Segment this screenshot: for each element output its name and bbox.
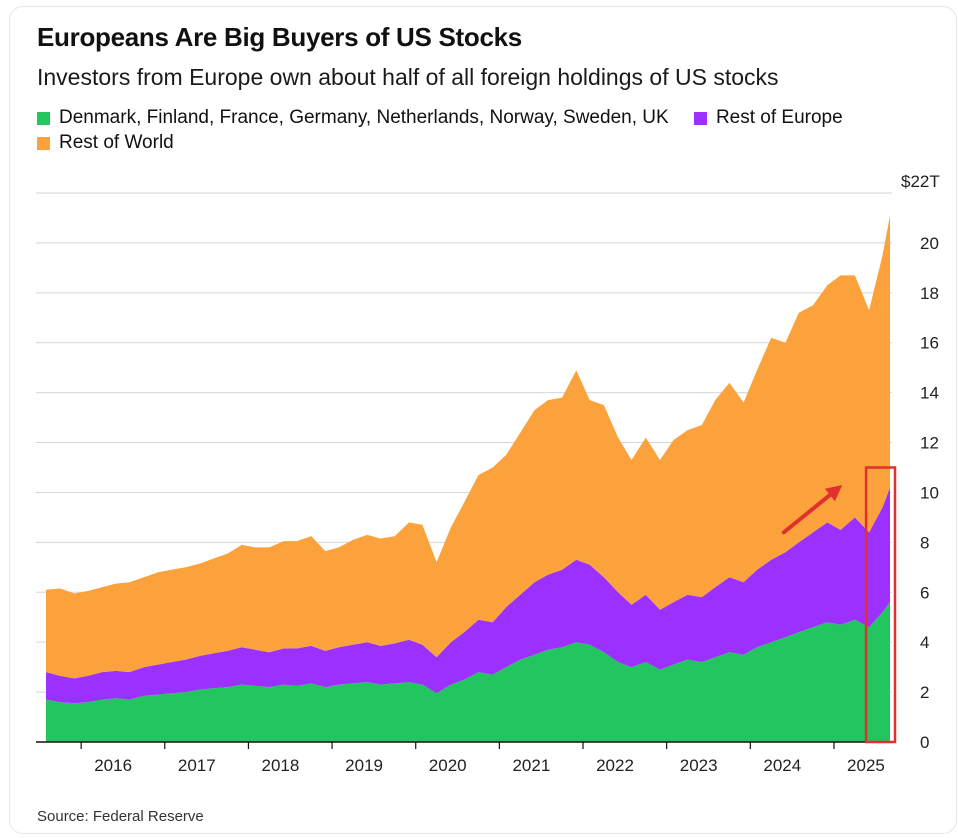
area-series-1 xyxy=(46,487,890,704)
legend-item-rest-of-europe: Rest of Europe xyxy=(693,104,843,132)
legend-row-2: Rest of World xyxy=(37,132,194,156)
legend-item-rest-of-world: Rest of World xyxy=(37,132,174,154)
legend: Denmark, Finland, France, Germany, Nethe… xyxy=(37,104,947,134)
arrow-shaft xyxy=(781,493,832,535)
legend-swatch-rest-of-world xyxy=(37,136,50,150)
legend-label-core-europe: Denmark, Finland, France, Germany, Nethe… xyxy=(59,107,669,128)
y-unit-label: $22T xyxy=(901,172,940,191)
y-tick-label-2: 2 xyxy=(920,683,929,702)
legend-label-rest-of-europe: Rest of Europe xyxy=(715,107,843,128)
x-tick-label-2020: 2020 xyxy=(429,756,467,775)
card-frame xyxy=(9,6,957,834)
x-axis-ticks: 2016 2017 2018 2019 2020 2021 2022 2023 2024 2025 xyxy=(80,742,885,775)
y-tick-label-12: 12 xyxy=(920,434,939,453)
legend-label-rest-of-world: Rest of World xyxy=(59,132,174,153)
x-tick-label-2023: 2023 xyxy=(680,756,718,775)
chart-title: Europeans Are Big Buyers of US Stocks xyxy=(37,22,522,52)
y-tick-label-20: 20 xyxy=(920,234,939,253)
y-tick-label-8: 8 xyxy=(920,533,929,552)
x-tick-label-2019: 2019 xyxy=(345,756,383,775)
x-tick-label-2018: 2018 xyxy=(262,756,300,775)
chart-subtitle: Investors from Europe own about half of … xyxy=(37,64,779,90)
y-tick-label-6: 6 xyxy=(920,583,929,602)
y-axis-ticks: 0 2 4 6 8 10 12 14 16 18 20 $22T xyxy=(901,172,940,752)
area-series-2 xyxy=(46,215,890,679)
legend-item-core-europe: Denmark, Finland, France, Germany, Nethe… xyxy=(37,104,669,132)
x-tick-label-2021: 2021 xyxy=(512,756,550,775)
source-note: Source: Federal Reserve xyxy=(37,808,204,825)
legend-swatch-core-europe xyxy=(37,111,50,125)
areas xyxy=(46,215,890,742)
y-tick-label-10: 10 xyxy=(920,483,939,502)
arrow-head xyxy=(824,485,843,502)
y-tick-label-14: 14 xyxy=(920,384,939,403)
annotations xyxy=(781,466,897,744)
y-tick-label-16: 16 xyxy=(920,334,939,353)
y-tick-label-0: 0 xyxy=(920,733,929,752)
y-tick-label-18: 18 xyxy=(920,284,939,303)
x-tick-label-2025: 2025 xyxy=(847,756,885,775)
highlight-box xyxy=(864,466,897,744)
x-tick-label-2016: 2016 xyxy=(94,756,132,775)
x-tick-label-2017: 2017 xyxy=(178,756,216,775)
area-series-0 xyxy=(46,602,890,742)
legend-swatch-rest-of-europe xyxy=(693,111,707,125)
y-tick-label-4: 4 xyxy=(920,633,929,652)
x-tick-label-2024: 2024 xyxy=(763,756,801,775)
x-tick-label-2022: 2022 xyxy=(596,756,634,775)
